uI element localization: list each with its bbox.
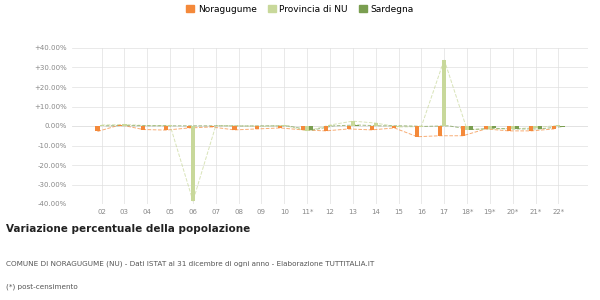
Bar bbox=[442, 60, 446, 126]
Bar bbox=[347, 126, 351, 129]
Bar bbox=[141, 126, 145, 130]
Bar bbox=[419, 126, 424, 127]
Bar bbox=[552, 126, 556, 129]
Bar bbox=[256, 126, 259, 129]
Bar bbox=[511, 126, 515, 129]
Bar bbox=[118, 125, 122, 126]
Bar bbox=[164, 126, 168, 130]
Bar bbox=[515, 126, 519, 129]
Text: (*) post-censimento: (*) post-censimento bbox=[6, 283, 78, 290]
Bar bbox=[392, 126, 397, 128]
Bar bbox=[305, 126, 309, 131]
Bar bbox=[282, 125, 286, 126]
Legend: Noragugume, Provincia di NU, Sardegna: Noragugume, Provincia di NU, Sardegna bbox=[186, 4, 414, 14]
Bar bbox=[465, 126, 469, 130]
Bar bbox=[533, 126, 538, 128]
Bar bbox=[168, 125, 172, 126]
Bar bbox=[232, 126, 236, 130]
Bar bbox=[556, 125, 560, 126]
Bar bbox=[484, 126, 488, 129]
Bar bbox=[492, 126, 496, 128]
Bar bbox=[374, 123, 378, 126]
Bar bbox=[415, 126, 419, 137]
Bar bbox=[324, 126, 328, 131]
Bar bbox=[529, 126, 533, 131]
Bar bbox=[278, 126, 282, 128]
Bar bbox=[438, 126, 442, 136]
Bar bbox=[309, 126, 313, 130]
Bar bbox=[488, 126, 492, 129]
Bar bbox=[328, 125, 332, 126]
Bar bbox=[187, 126, 191, 128]
Bar bbox=[209, 126, 214, 127]
Bar bbox=[506, 126, 511, 131]
Bar bbox=[461, 126, 465, 136]
Bar bbox=[469, 126, 473, 130]
Text: COMUNE DI NORAGUGUME (NU) - Dati ISTAT al 31 dicembre di ogni anno - Elaborazion: COMUNE DI NORAGUGUME (NU) - Dati ISTAT a… bbox=[6, 260, 374, 267]
Text: Variazione percentuale della popolazione: Variazione percentuale della popolazione bbox=[6, 224, 250, 235]
Bar bbox=[560, 126, 565, 127]
Bar bbox=[191, 126, 195, 201]
Bar bbox=[95, 126, 100, 131]
Bar bbox=[122, 124, 127, 126]
Bar bbox=[370, 126, 374, 130]
Bar bbox=[351, 121, 355, 126]
Bar bbox=[538, 126, 542, 129]
Bar bbox=[301, 126, 305, 130]
Bar bbox=[397, 126, 401, 127]
Bar bbox=[100, 125, 104, 126]
Bar bbox=[355, 125, 359, 126]
